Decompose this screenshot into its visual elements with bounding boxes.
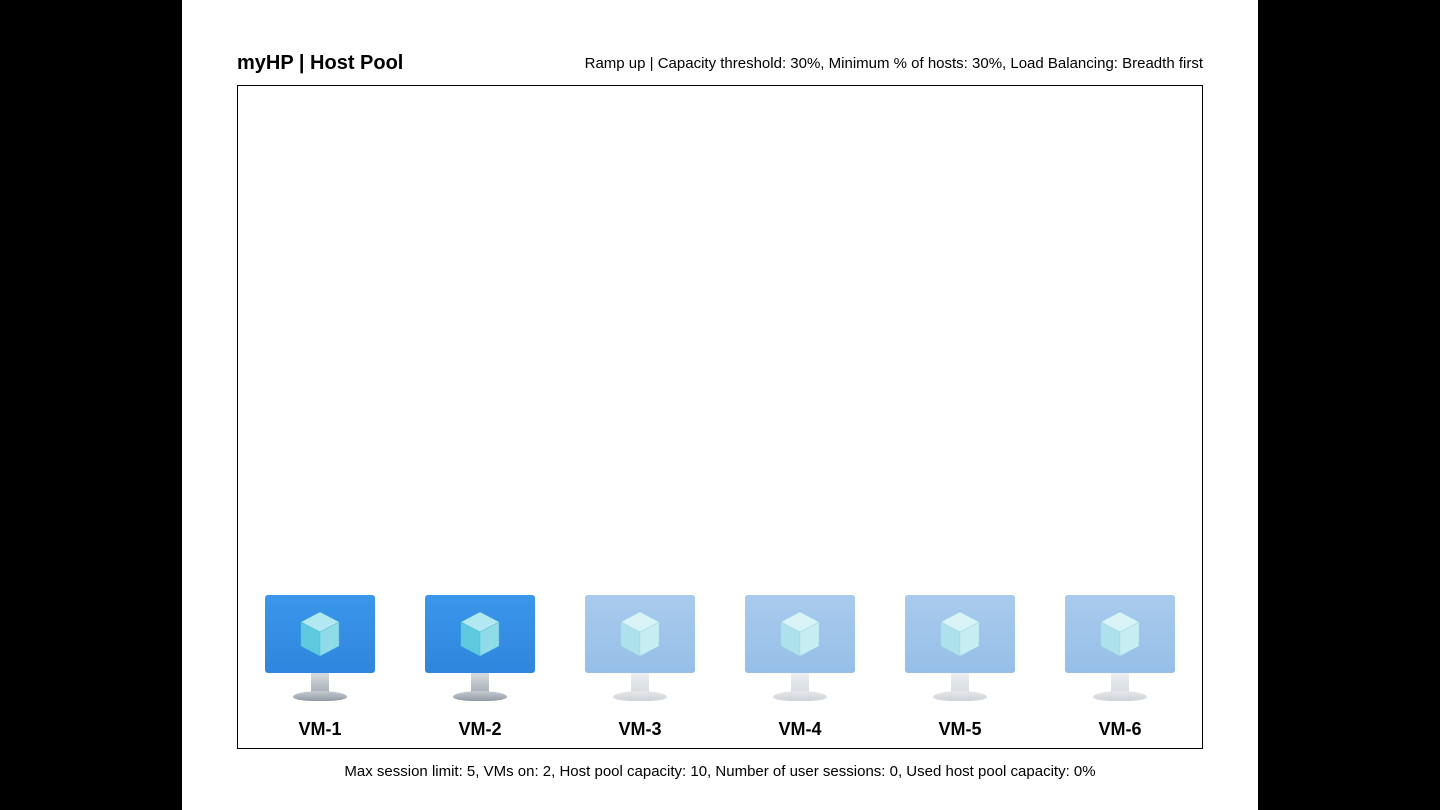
vm-cube-icon [459, 610, 501, 658]
vm-monitor-icon [585, 595, 695, 707]
vm-label: VM-5 [938, 719, 981, 740]
vm-stand-base [613, 691, 667, 701]
vm-screen [265, 595, 375, 673]
vm-stand-base [453, 691, 507, 701]
vm-stand-base [293, 691, 347, 701]
vm-stand-neck [951, 673, 969, 693]
vm-monitor-icon [1065, 595, 1175, 707]
vm-screen [745, 595, 855, 673]
page-title: myHP | Host Pool [237, 52, 403, 75]
vm-stand-base [1093, 691, 1147, 701]
vm-stand-neck [311, 673, 329, 693]
vm-cube-icon [1099, 610, 1141, 658]
vm-row: VM-1 VM-2 VM-3 VM-4 [238, 595, 1202, 740]
vm-stand-neck [471, 673, 489, 693]
vm-screen [1065, 595, 1175, 673]
vm-cube-icon [779, 610, 821, 658]
vm-screen [905, 595, 1015, 673]
vm-monitor-icon [905, 595, 1015, 707]
vm-label: VM-6 [1098, 719, 1141, 740]
vm-item: VM-6 [1045, 595, 1195, 740]
vm-item: VM-4 [725, 595, 875, 740]
vm-stand-neck [1111, 673, 1129, 693]
vm-item: VM-5 [885, 595, 1035, 740]
vm-monitor-icon [265, 595, 375, 707]
header: myHP | Host Pool Ramp up | Capacity thre… [237, 52, 1203, 75]
vm-label: VM-3 [618, 719, 661, 740]
vm-monitor-icon [745, 595, 855, 707]
vm-screen [585, 595, 695, 673]
config-summary: Ramp up | Capacity threshold: 30%, Minim… [585, 55, 1203, 72]
vm-cube-icon [619, 610, 661, 658]
content-page: myHP | Host Pool Ramp up | Capacity thre… [182, 0, 1258, 810]
vm-stand-base [773, 691, 827, 701]
stats-footer: Max session limit: 5, VMs on: 2, Host po… [237, 763, 1203, 780]
vm-label: VM-2 [458, 719, 501, 740]
vm-item: VM-1 [245, 595, 395, 740]
vm-stand-base [933, 691, 987, 701]
vm-monitor-icon [425, 595, 535, 707]
vm-label: VM-4 [778, 719, 821, 740]
host-pool-canvas: VM-1 VM-2 VM-3 VM-4 [237, 85, 1203, 749]
vm-label: VM-1 [298, 719, 341, 740]
vm-cube-icon [299, 610, 341, 658]
vm-stand-neck [631, 673, 649, 693]
vm-screen [425, 595, 535, 673]
vm-stand-neck [791, 673, 809, 693]
vm-item: VM-3 [565, 595, 715, 740]
vm-item: VM-2 [405, 595, 555, 740]
vm-cube-icon [939, 610, 981, 658]
